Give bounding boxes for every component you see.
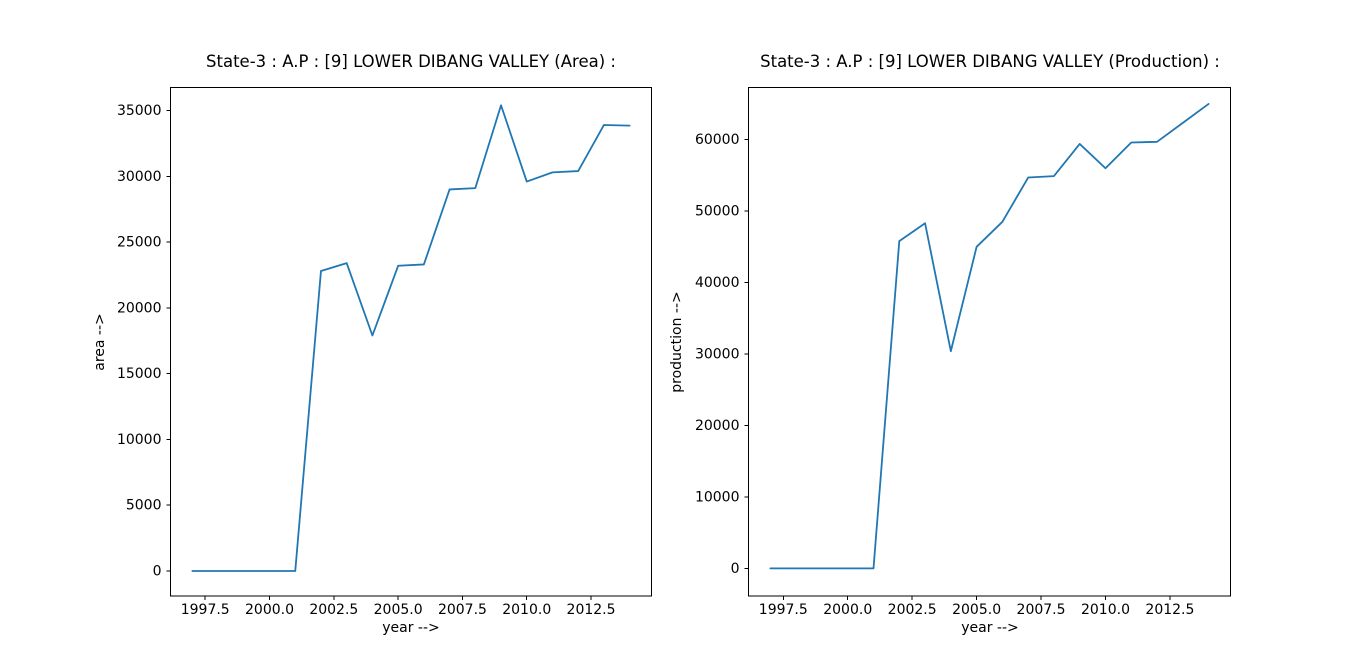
x-tick-label: 2007.5 [438, 602, 487, 618]
y-tick-label: 20000 [117, 300, 162, 316]
y-tick-label: 40000 [695, 275, 740, 291]
data-line-series [191, 104, 631, 572]
y-tick-label: 30000 [117, 169, 162, 185]
y-tick-label: 30000 [695, 347, 740, 363]
plot-spines [170, 87, 652, 597]
x-axis-label-year-left: year --> [382, 620, 440, 636]
x-tick-label: 2000.0 [245, 602, 294, 618]
x-tick-label: 2007.5 [1017, 602, 1066, 618]
y-tick-label: 25000 [117, 235, 162, 251]
y-axis-label-production: production --> [669, 291, 685, 393]
y-tick-label: 60000 [695, 132, 740, 148]
x-tick-label: 1997.5 [181, 602, 230, 618]
y-tick-label: 5000 [126, 498, 162, 514]
y-tick-label: 35000 [117, 103, 162, 119]
y-tick-label: 0 [731, 561, 740, 577]
y-tick-label: 0 [153, 564, 162, 580]
x-tick-label: 2010.0 [502, 602, 551, 618]
chart-title-area: State-3 : A.P : [9] LOWER DIBANG VALLEY … [206, 52, 616, 71]
x-tick-label: 2012.5 [1145, 602, 1194, 618]
chart-title-production: State-3 : A.P : [9] LOWER DIBANG VALLEY … [760, 52, 1220, 71]
y-tick-label: 10000 [695, 489, 740, 505]
plot-spines [748, 87, 1231, 597]
y-axis-label-area: area --> [92, 313, 108, 371]
x-tick-label: 2010.0 [1081, 602, 1130, 618]
x-axis-label-year-right: year --> [961, 620, 1019, 636]
x-tick-label: 2002.5 [309, 602, 358, 618]
y-tick-label: 50000 [695, 204, 740, 220]
x-tick-label: 1997.5 [759, 602, 808, 618]
x-tick-label: 2005.0 [952, 602, 1001, 618]
x-tick-label: 2002.5 [888, 602, 937, 618]
y-tick-label: 10000 [117, 432, 162, 448]
x-tick-label: 2012.5 [567, 602, 616, 618]
y-tick-label: 15000 [117, 366, 162, 382]
data-line-series [769, 103, 1210, 570]
x-tick-label: 2005.0 [374, 602, 423, 618]
x-tick-label: 2000.0 [823, 602, 872, 618]
y-tick-label: 20000 [695, 418, 740, 434]
